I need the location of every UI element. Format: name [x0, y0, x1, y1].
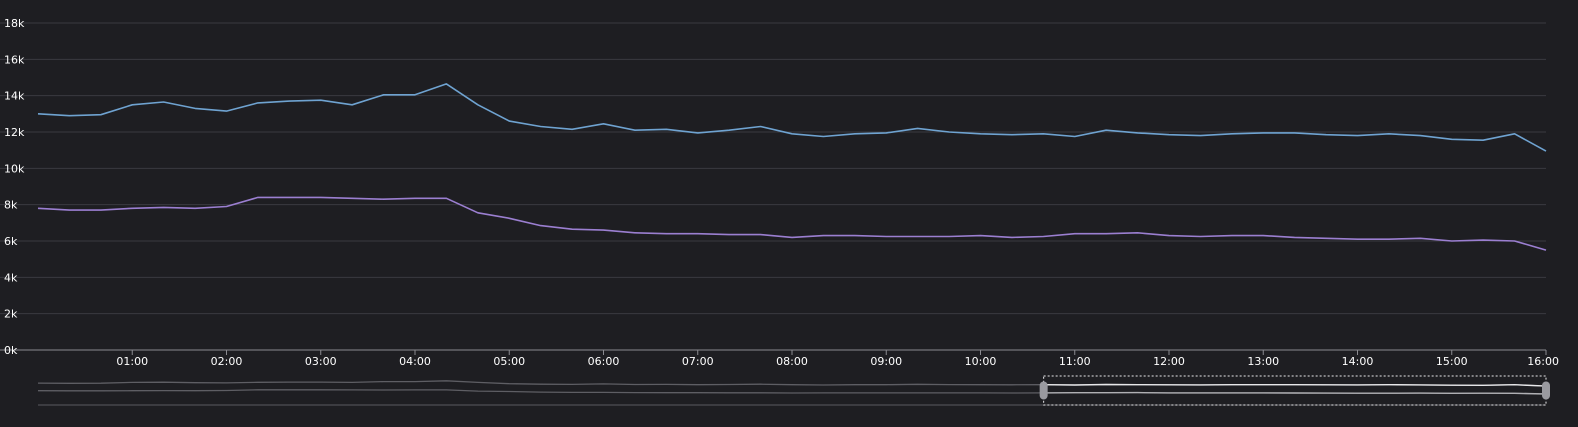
x-tick-label: 15:00 — [1436, 355, 1468, 368]
x-tick-label: 16:00 — [1527, 355, 1559, 368]
y-axis-ticks: 0k 2k 4k 6k 8k 10k 12k 14k 16k 18k — [4, 17, 25, 357]
overview-selected-series-1 — [1043, 383, 1546, 387]
y-tick-label: 16k — [4, 53, 25, 66]
series-line-2 — [37, 196, 1547, 251]
x-tick-label: 01:00 — [116, 355, 148, 368]
grid-lines — [0, 22, 1546, 351]
y-tick-label: 0k — [4, 344, 18, 357]
overview-selected-series-2 — [1043, 391, 1546, 395]
y-tick-label: 18k — [4, 17, 25, 30]
x-tick-label: 13:00 — [1247, 355, 1279, 368]
x-tick-label: 04:00 — [399, 355, 431, 368]
overview-navigator[interactable] — [37, 375, 1550, 406]
y-tick-label: 12k — [4, 126, 25, 139]
y-tick-label: 4k — [4, 271, 18, 284]
x-tick-label: 02:00 — [211, 355, 243, 368]
y-tick-label: 8k — [4, 199, 18, 212]
x-tick-label: 11:00 — [1059, 355, 1091, 368]
x-tick-label: 10:00 — [965, 355, 997, 368]
x-tick-label: 03:00 — [305, 355, 337, 368]
x-tick-label: 14:00 — [1342, 355, 1374, 368]
y-tick-label: 6k — [4, 235, 18, 248]
x-axis-ticks: 01:00 02:00 03:00 04:00 05:00 06:00 07:00 08:00… — [116, 350, 1559, 368]
x-tick-label: 08:00 — [776, 355, 808, 368]
brush-handle-right[interactable] — [1542, 381, 1550, 400]
series-lines — [37, 83, 1547, 251]
brush-handle-left[interactable] — [1039, 381, 1048, 400]
y-tick-label: 10k — [4, 162, 25, 175]
overview-brush-selection[interactable] — [1043, 375, 1547, 406]
y-tick-label: 2k — [4, 308, 18, 321]
x-tick-label: 12:00 — [1153, 355, 1185, 368]
x-tick-label: 05:00 — [493, 355, 525, 368]
x-tick-label: 06:00 — [588, 355, 620, 368]
y-tick-label: 14k — [4, 90, 25, 103]
series-line-1 — [37, 83, 1547, 152]
x-tick-label: 07:00 — [682, 355, 714, 368]
x-tick-label: 09:00 — [870, 355, 902, 368]
